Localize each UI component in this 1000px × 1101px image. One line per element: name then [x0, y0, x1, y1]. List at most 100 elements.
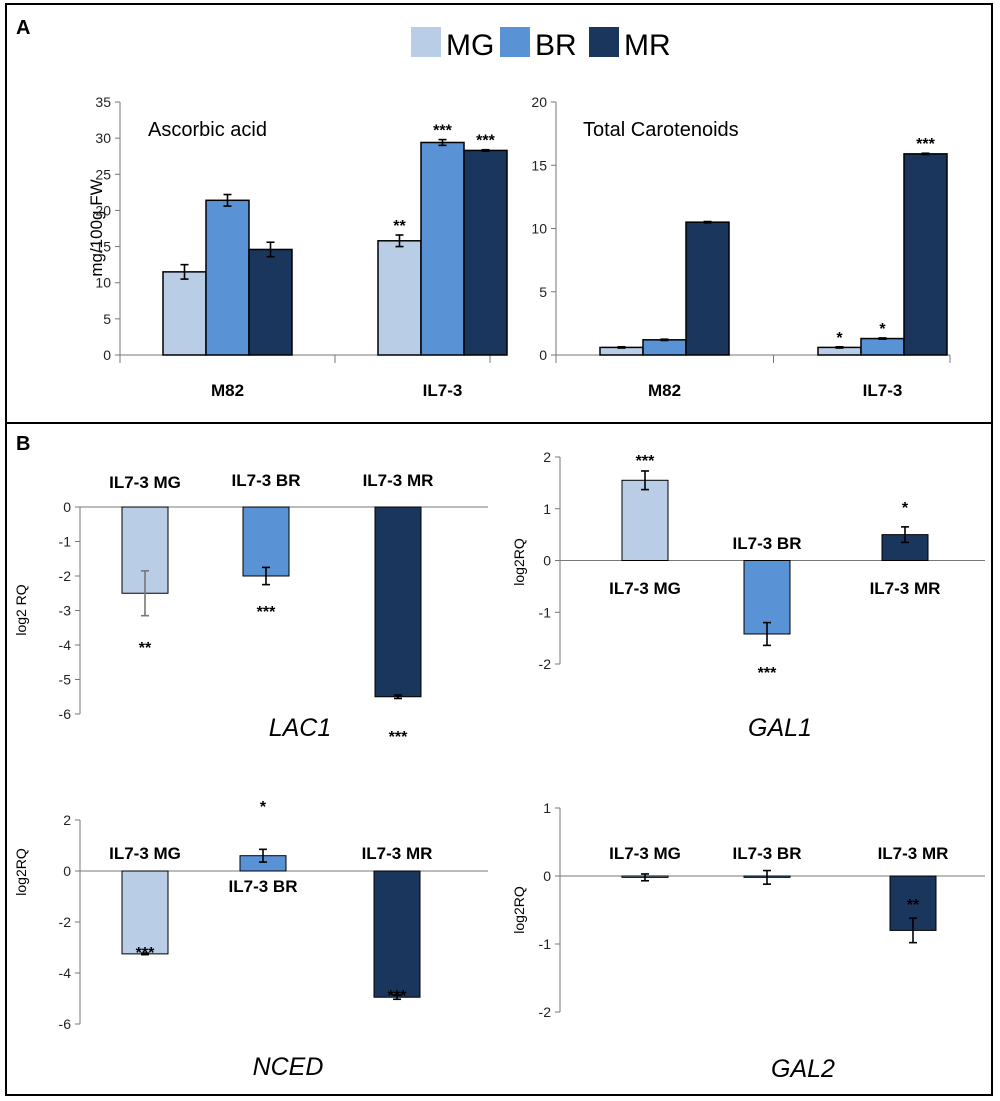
gal1-sig-il7-3-mr: *: [902, 500, 909, 517]
carotenoids-ytick-label-15: 15: [531, 157, 547, 173]
panel-b-frame: [5, 422, 993, 1096]
carotenoids-ytick-label-0: 0: [539, 347, 547, 363]
lac1-ytick-label--5: -5: [59, 672, 72, 688]
legend-swatch-br: [500, 27, 530, 57]
gal2-ytick-label-0: 0: [543, 868, 551, 884]
lac1-sig-il7-3-br: ***: [257, 604, 276, 621]
nced-ylabel: log2RQ: [13, 848, 29, 896]
gal2-ylabel: log2RQ: [511, 886, 527, 934]
ascorbic-title: Ascorbic acid: [148, 119, 267, 141]
lac1-bar-il7-3-mr: [374, 506, 422, 698]
carotenoids-ytick-label-20: 20: [531, 94, 547, 110]
ascorbic-sig-il7-3-mg: **: [393, 218, 406, 235]
legend: MG BR MR: [411, 27, 671, 62]
carotenoids-xlabel-il7-3: IL7-3: [863, 381, 903, 400]
carotenoids-bar-m82-mr: [685, 221, 730, 356]
nced-sig-il7-3-mr: ***: [388, 988, 407, 1005]
ascorbic-ytick-label-25: 25: [95, 166, 111, 182]
lac1-sig-il7-3-mr: ***: [389, 729, 408, 746]
nced-ytick-label--4: -4: [59, 965, 72, 981]
legend-label-mg: MG: [446, 29, 494, 62]
gal2-sig-il7-3-mr: **: [907, 897, 920, 914]
ascorbic-sig-il7-3-mr: ***: [476, 133, 495, 150]
ascorbic-bar-m82-br: [205, 199, 250, 356]
carotenoids-bar-m82-br: [642, 339, 687, 356]
gal2-xlabel-il7-3-mg: IL7-3 MG: [609, 844, 681, 863]
lac1-xlabel-il7-3-br: IL7-3 BR: [232, 471, 301, 490]
ascorbic-bar-il7-3-mg: [377, 240, 422, 356]
carotenoids-ytick-label-10: 10: [531, 221, 547, 237]
nced-sig-il7-3-br: *: [260, 799, 267, 816]
lac1-xlabel-il7-3-mr: IL7-3 MR: [363, 471, 434, 490]
gal1-ytick-label-2: 2: [543, 449, 551, 465]
carotenoids-sig-il7-3-mr: ***: [916, 136, 935, 153]
gal1-xlabel-il7-3-br: IL7-3 BR: [733, 534, 802, 553]
lac1-ylabel: log2 RQ: [13, 584, 29, 635]
gal1-xlabel-il7-3-mr: IL7-3 MR: [870, 579, 941, 598]
ascorbic-ytick-label-10: 10: [95, 275, 111, 291]
ascorbic-xlabel-il7-3: IL7-3: [423, 381, 463, 400]
carotenoids-bar-il7-3-br: [860, 337, 905, 356]
legend-label-mr: MR: [624, 29, 671, 62]
legend-swatch-mr: [589, 27, 619, 57]
nced-ytick-label-0: 0: [63, 863, 71, 879]
carotenoids-ytick-label-5: 5: [539, 284, 547, 300]
ascorbic-ytick-label-0: 0: [103, 347, 111, 363]
gal1-bar-il7-3-br: [743, 560, 791, 635]
gal1-ytick-label-0: 0: [543, 553, 551, 569]
ascorbic-ylabel: mg/100g FW: [87, 179, 106, 276]
lac1-ytick-label-0: 0: [63, 499, 71, 515]
lac1-xlabel-il7-3-mg: IL7-3 MG: [109, 473, 181, 492]
gal1-bar-il7-3-mg: [621, 479, 669, 562]
lac1-ytick-label--4: -4: [59, 637, 72, 653]
panel-b-label: B: [16, 433, 30, 455]
ascorbic-xlabel-m82: M82: [211, 381, 244, 400]
panel-a-label: A: [16, 17, 30, 39]
nced-sig-il7-3-mg: ***: [136, 945, 155, 962]
gal1-sig-il7-3-mg: ***: [636, 453, 655, 470]
ascorbic-bar-m82-mg: [162, 271, 207, 356]
legend-label-br: BR: [535, 29, 577, 62]
carotenoids-xlabel-m82: M82: [648, 381, 681, 400]
gal2-xlabel-il7-3-br: IL7-3 BR: [733, 844, 802, 863]
nced-bar-il7-3-mr: [373, 870, 421, 998]
carotenoids-sig-il7-3-br: *: [879, 321, 886, 338]
gal1-gene-label: GAL1: [748, 714, 812, 742]
ascorbic-sig-il7-3-br: ***: [433, 123, 452, 140]
nced-ytick-label--2: -2: [59, 914, 72, 930]
lac1-ytick-label--2: -2: [59, 568, 72, 584]
lac1-ytick-label--1: -1: [59, 534, 72, 550]
lac1-gene-label: LAC1: [269, 714, 332, 742]
carotenoids-title: Total Carotenoids: [583, 119, 739, 141]
gal2-ytick-label-1: 1: [543, 800, 551, 816]
gal1-ytick-label--2: -2: [539, 656, 552, 672]
legend-swatch-mg: [411, 27, 441, 57]
ascorbic-ytick-label-30: 30: [95, 130, 111, 146]
gal2-ytick-label--1: -1: [539, 936, 552, 952]
lac1-ytick-label--3: -3: [59, 603, 72, 619]
gal1-ytick-label--1: -1: [539, 604, 552, 620]
gal2-xlabel-il7-3-mr: IL7-3 MR: [878, 844, 949, 863]
ascorbic-bar-il7-3-br: [420, 141, 465, 356]
gal1-sig-il7-3-br: ***: [758, 665, 777, 682]
nced-xlabel-il7-3-mg: IL7-3 MG: [109, 844, 181, 863]
nced-gene-label: NCED: [253, 1053, 324, 1081]
ascorbic-ytick-label-5: 5: [103, 311, 111, 327]
ascorbic-ytick-label-15: 15: [95, 239, 111, 255]
nced-ytick-label--6: -6: [59, 1016, 72, 1032]
nced-xlabel-il7-3-mr: IL7-3 MR: [362, 844, 433, 863]
ascorbic-ytick-label-35: 35: [95, 94, 111, 110]
lac1-ytick-label--6: -6: [59, 706, 72, 722]
gal1-ylabel: log2RQ: [511, 538, 527, 586]
gal2-ytick-label--2: -2: [539, 1004, 552, 1020]
ascorbic-bar-m82-mr: [248, 248, 293, 356]
nced-bar-il7-3-mg: [121, 870, 169, 955]
nced-ytick-label-2: 2: [63, 812, 71, 828]
lac1-bar-il7-3-br: [242, 506, 290, 577]
gal2-gene-label: GAL2: [771, 1055, 835, 1083]
carotenoids-sig-il7-3-mg: *: [836, 330, 843, 347]
lac1-sig-il7-3-mg: **: [139, 640, 152, 657]
gal1-ytick-label-1: 1: [543, 501, 551, 517]
nced-xlabel-il7-3-br: IL7-3 BR: [229, 877, 298, 896]
